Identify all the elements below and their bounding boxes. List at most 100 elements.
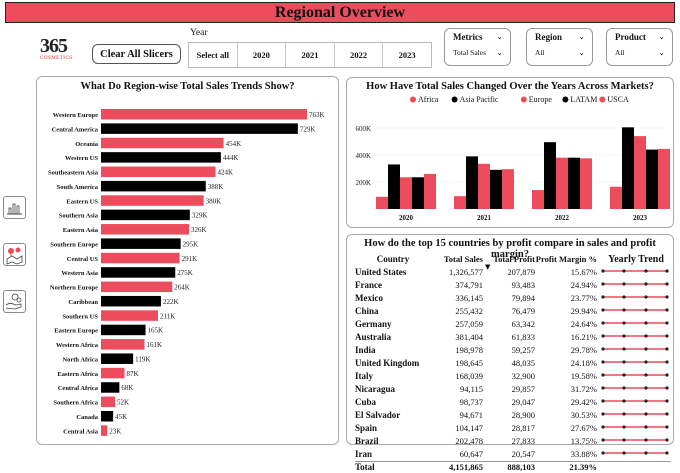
region-label-eastern-us: Eastern US xyxy=(66,198,98,205)
table-row[interactable]: El Salvador 94,671 28,900 30.53% xyxy=(355,409,671,422)
sales-cell: 202,478 xyxy=(455,436,483,446)
table-row[interactable]: China 255,432 76,479 29.94% xyxy=(355,305,671,318)
table-row[interactable]: France 374,791 93,483 24.94% xyxy=(355,279,671,292)
sparkline-point xyxy=(622,308,626,312)
region-bar-oceania[interactable] xyxy=(101,137,224,149)
metrics-dropdown[interactable]: Metrics Total Sales ⌄ ⌄ xyxy=(444,28,511,66)
column-europe-2023[interactable] xyxy=(634,136,646,209)
region-bar-caribbean[interactable] xyxy=(101,295,161,307)
column-europe-2022[interactable] xyxy=(556,157,568,209)
region-bar-southern-europe[interactable] xyxy=(101,238,181,249)
column-europe-2021[interactable] xyxy=(478,163,490,209)
region-bar-north-africa[interactable] xyxy=(101,353,134,364)
table-row[interactable]: Spain 104,147 28,817 27.67% xyxy=(355,422,671,435)
col-header-total-profit[interactable]: Total Profit xyxy=(483,252,535,266)
table-row[interactable]: United States 1,326,577 207,879 15.67% xyxy=(355,266,671,279)
table-row[interactable]: Nicaragua 94,115 29,857 31.72% xyxy=(355,383,671,396)
column-asia-pacific-2020[interactable] xyxy=(388,164,400,209)
column-africa-2023[interactable] xyxy=(610,186,622,209)
region-bar-southern-asia[interactable] xyxy=(101,209,190,221)
col-header-total-sales[interactable]: Total Sales xyxy=(443,254,483,264)
column-usca-2022[interactable] xyxy=(580,158,592,209)
column-latam-2021[interactable] xyxy=(490,169,502,209)
legend-label-usca[interactable]: USCA xyxy=(607,95,629,104)
column-asia-pacific-2022[interactable] xyxy=(544,142,556,209)
legend-label-asia-pacific[interactable]: Asia Pacific xyxy=(460,95,499,104)
region-bar-southern-us[interactable] xyxy=(101,310,158,321)
year-option-select-all[interactable]: Select all xyxy=(189,43,238,67)
yearly-trend-sparkline xyxy=(601,266,671,279)
legend-label-latam[interactable]: LATAM xyxy=(570,95,597,104)
region-bar-southern-africa[interactable] xyxy=(101,396,116,408)
hand-coins-icon[interactable] xyxy=(3,290,26,313)
sales-cell: 374,791 xyxy=(455,280,483,290)
column-latam-2022[interactable] xyxy=(568,157,580,209)
logo-subtitle: COSMETICS xyxy=(40,56,73,61)
legend-marker-europe[interactable] xyxy=(520,96,527,103)
region-bar-eastern-europe[interactable] xyxy=(101,324,146,336)
region-bar-eastern-africa[interactable] xyxy=(101,367,125,379)
table-row[interactable]: Cuba 98,737 29,047 29.42% xyxy=(355,396,671,409)
region-bar-central-america[interactable] xyxy=(101,123,298,134)
region-bar-western-africa[interactable] xyxy=(101,339,145,350)
col-header-yearly-trend[interactable]: Yearly Trend xyxy=(608,253,664,265)
legend-marker-latam[interactable] xyxy=(562,96,569,103)
column-usca-2020[interactable] xyxy=(424,173,436,209)
column-asia-pacific-2023[interactable] xyxy=(622,127,634,209)
column-usca-2021[interactable] xyxy=(502,169,514,209)
column-usca-2023[interactable] xyxy=(658,148,670,209)
clear-all-slicers-button[interactable]: Clear All Slicers xyxy=(92,44,181,64)
year-option-2023[interactable]: 2023 xyxy=(398,50,416,60)
table-row[interactable]: Iran 60,647 20,547 33.88% xyxy=(355,448,671,461)
map-pin-icon[interactable] xyxy=(3,243,26,266)
column-asia-pacific-2021[interactable] xyxy=(466,156,478,209)
region-dropdown[interactable]: Region All ⌄ ⌄ xyxy=(526,28,593,66)
sort-descending-icon[interactable]: ▼ xyxy=(485,263,491,271)
year-option-2020[interactable]: 2020 xyxy=(238,43,287,67)
region-bar-western-europe[interactable] xyxy=(101,109,308,120)
legend-marker-africa[interactable] xyxy=(410,96,416,103)
table-row[interactable]: Australia 381,404 61,833 16.21% xyxy=(355,331,671,344)
legend-marker-asia-pacific[interactable] xyxy=(451,96,458,103)
region-bar-eastern-us[interactable] xyxy=(101,195,204,206)
year-option-2021[interactable]: 2021 xyxy=(286,43,335,67)
table-row[interactable]: Italy 168,039 32,900 19.58% xyxy=(355,370,671,383)
region-bar-northern-europe[interactable] xyxy=(101,281,173,293)
column-africa-2020[interactable] xyxy=(376,196,388,209)
table-row[interactable]: Mexico 336,145 79,894 23.77% xyxy=(355,292,671,305)
region-bar-central-us[interactable] xyxy=(101,252,180,264)
legend-marker-usca[interactable] xyxy=(599,96,606,103)
region-bar-central-asia[interactable] xyxy=(101,425,108,436)
column-africa-2021[interactable] xyxy=(454,196,466,209)
column-europe-2020[interactable] xyxy=(400,177,412,209)
sparkline-point xyxy=(644,412,648,416)
column-latam-2023[interactable] xyxy=(646,149,658,209)
margin-cell: 29.94% xyxy=(570,306,597,316)
sparkline-point xyxy=(665,321,669,325)
region-bar-central-africa[interactable] xyxy=(101,382,120,393)
table-row[interactable]: United Kingdom 198,645 48,035 24.18% xyxy=(355,357,671,370)
margin-cell: 24.94% xyxy=(570,280,597,290)
region-bar-western-asia[interactable] xyxy=(101,267,176,278)
table-row[interactable]: Germany 257,059 63,342 24.64% xyxy=(355,318,671,331)
legend-label-africa[interactable]: Africa xyxy=(418,95,439,104)
region-bar-southeastern-asia[interactable] xyxy=(101,166,216,178)
bar-chart-icon[interactable] xyxy=(3,196,26,219)
column-africa-2022[interactable] xyxy=(532,190,544,209)
country-cell: Mexico xyxy=(355,293,383,303)
year-option-2022[interactable]: 2022 xyxy=(335,43,384,67)
column-latam-2020[interactable] xyxy=(412,177,424,209)
product-dropdown[interactable]: Product All ⌄ ⌄ xyxy=(606,28,673,66)
legend-label-europe[interactable]: Europe xyxy=(529,95,553,104)
table-row[interactable]: Brazil 202,478 27,833 13.75% xyxy=(355,435,671,448)
country-table-wrapper: Country Total Sales Total Profit Profit … xyxy=(355,252,671,473)
sales-cell: 94,115 xyxy=(459,384,483,394)
col-header-profit-margin[interactable]: Profit Margin % xyxy=(535,254,597,264)
table-row[interactable]: India 198,978 59,257 29.78% xyxy=(355,344,671,357)
region-value-canada: 45K xyxy=(115,413,127,421)
region-bar-canada[interactable] xyxy=(101,410,114,422)
region-bar-eastern-asia[interactable] xyxy=(101,224,190,235)
col-header-country[interactable]: Country xyxy=(376,254,410,264)
region-bar-south-america[interactable] xyxy=(101,180,206,192)
region-bar-western-us[interactable] xyxy=(101,152,221,163)
